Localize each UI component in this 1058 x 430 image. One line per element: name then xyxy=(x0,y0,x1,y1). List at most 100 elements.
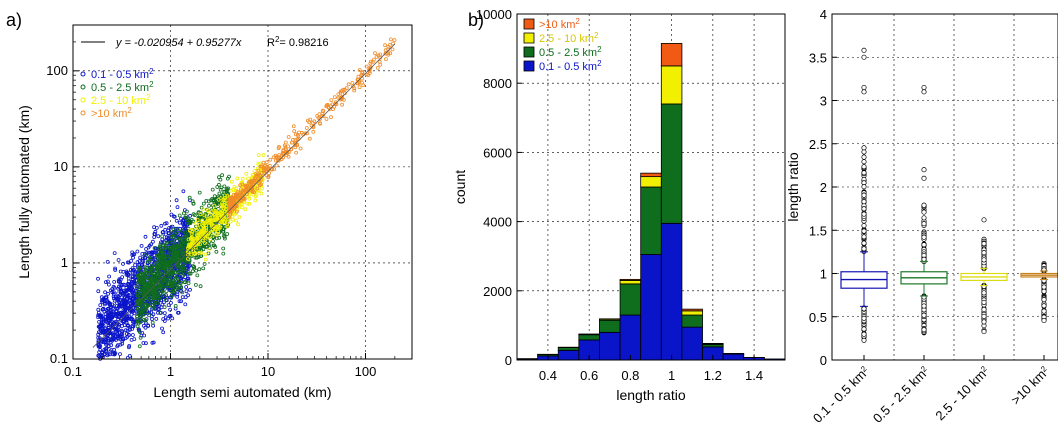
scatter-point xyxy=(98,326,103,331)
x-tick-label: 1 xyxy=(167,364,174,379)
x-tick-label: 0.4 xyxy=(539,368,557,383)
y-tick-label: 0.1 xyxy=(50,351,68,366)
histogram-bar xyxy=(599,331,621,361)
y-tick-label: 6000 xyxy=(483,145,512,160)
histogram-bar xyxy=(681,308,703,312)
scatter-point xyxy=(175,268,180,273)
scatter-point xyxy=(247,201,252,206)
scatter-point xyxy=(201,266,206,271)
scatter-point xyxy=(106,279,110,284)
scatter-point xyxy=(162,305,167,310)
scatter-point xyxy=(212,194,217,199)
fit-legend: y = -0.020954 + 0.95277x R2= 0.98216 xyxy=(81,35,329,49)
scatter-point xyxy=(167,284,172,289)
scatter-point xyxy=(191,201,196,206)
scatter-point xyxy=(150,273,155,278)
scatter-point xyxy=(120,310,125,315)
scatter-point xyxy=(225,224,230,229)
scatter-point xyxy=(171,269,175,274)
scatter-point xyxy=(170,285,175,290)
scatter-point xyxy=(180,295,185,300)
boxplot-outlier xyxy=(861,228,867,234)
scatter-point xyxy=(221,246,226,251)
scatter-point xyxy=(159,254,164,259)
scatter-point xyxy=(112,320,116,325)
scatter-point xyxy=(229,188,234,193)
scatter-point xyxy=(180,228,185,233)
boxplot-outlier xyxy=(861,240,867,246)
scatter-point xyxy=(197,222,202,227)
scatter-point xyxy=(206,220,211,225)
scatter-point xyxy=(107,329,111,334)
histogram-bar xyxy=(660,43,683,67)
scatter-point xyxy=(154,316,159,321)
scatter-point xyxy=(202,262,207,266)
scatter-point xyxy=(206,243,211,248)
scatter-point xyxy=(197,190,202,195)
scatter-point xyxy=(141,272,145,277)
scatter-point xyxy=(97,319,101,324)
scatter-point xyxy=(151,292,156,296)
scatter-point xyxy=(176,260,181,265)
scatter-point xyxy=(197,267,202,272)
scatter-point xyxy=(224,186,229,191)
scatter-point xyxy=(383,51,388,56)
scatter-point xyxy=(114,338,118,342)
y-tick-label: 2 xyxy=(820,180,827,195)
scatter-point xyxy=(292,129,297,134)
scatter-point xyxy=(234,186,238,191)
scatter-point xyxy=(125,314,129,319)
scatter-point xyxy=(163,284,168,289)
scatter-point xyxy=(98,314,103,318)
scatter-point xyxy=(134,286,139,291)
scatter-point xyxy=(329,98,334,102)
scatter-point xyxy=(148,270,153,275)
scatter-point xyxy=(118,352,122,357)
scatter-point xyxy=(186,237,191,242)
scatter-point xyxy=(200,218,205,223)
scatter-point xyxy=(112,251,117,256)
boxplot-outlier xyxy=(861,54,867,60)
scatter-point xyxy=(185,252,190,257)
scatter-point xyxy=(167,240,172,245)
scatter-point xyxy=(342,91,347,96)
scatter-point xyxy=(201,223,206,228)
scatter-point xyxy=(181,267,186,272)
scatter-point xyxy=(329,115,333,120)
scatter-point xyxy=(315,114,320,118)
scatter-point xyxy=(129,284,134,289)
scatter-point xyxy=(180,290,185,295)
scatter-point xyxy=(129,316,134,321)
scatter-point xyxy=(136,299,141,304)
scatter-point xyxy=(102,309,107,314)
histogram-bar xyxy=(578,334,600,341)
scatter-point xyxy=(234,209,239,214)
boxplot-outlier xyxy=(921,84,927,91)
scatter-point xyxy=(308,117,313,122)
boxplot-outlier xyxy=(981,241,987,247)
scatter-point xyxy=(214,209,218,214)
scatter-point xyxy=(119,295,124,300)
scatter-series xyxy=(185,153,266,262)
scatter-point xyxy=(142,279,146,284)
scatter-point xyxy=(154,225,159,230)
scatter-point xyxy=(99,340,103,345)
scatter-point xyxy=(100,307,105,312)
scatter-point xyxy=(125,270,129,275)
scatter-point xyxy=(184,289,189,294)
scatter-point xyxy=(149,267,154,272)
scatter-point xyxy=(128,326,132,331)
scatter-point xyxy=(118,269,123,274)
scatter-point xyxy=(186,281,191,286)
scatter-point xyxy=(96,335,101,340)
scatter-point xyxy=(131,320,135,324)
scatter-point xyxy=(174,227,179,232)
scatter-point xyxy=(138,290,143,295)
scatter-y-axis-label: Length fully automated (km) xyxy=(16,105,32,279)
scatter-point xyxy=(321,114,326,118)
y-tick-label: 100 xyxy=(46,63,68,78)
scatter-point xyxy=(144,273,149,278)
scatter-point xyxy=(96,310,101,315)
boxplot-group xyxy=(900,84,948,336)
scatter-point xyxy=(149,242,154,247)
